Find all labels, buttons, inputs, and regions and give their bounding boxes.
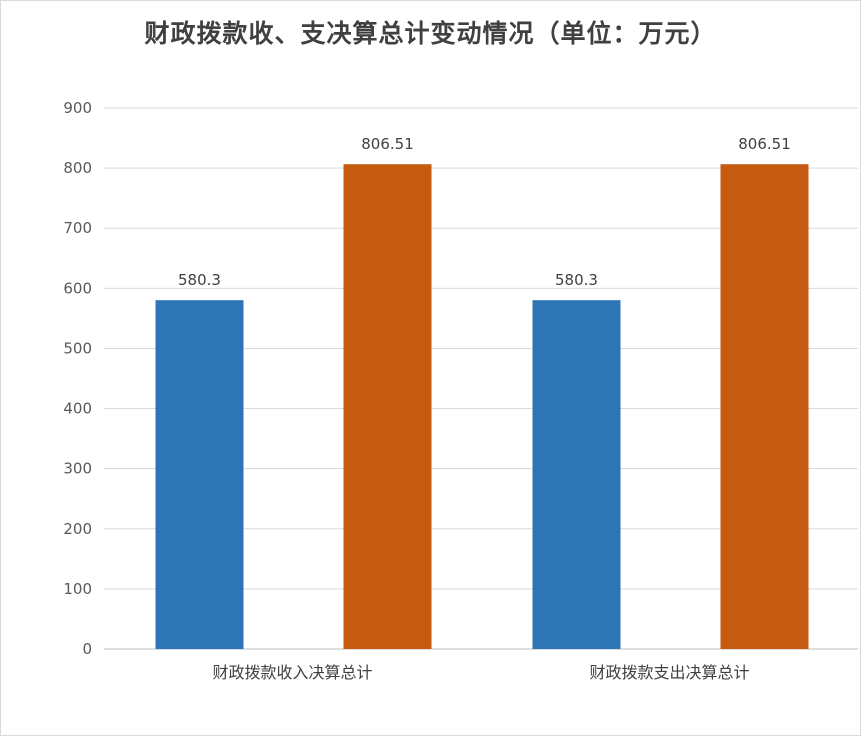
data-label: 806.51 — [738, 135, 791, 153]
y-tick-label: 700 — [63, 219, 92, 237]
y-tick-label: 0 — [82, 640, 92, 658]
category-labels: 财政拨款收入决算总计 财政拨款支出决算总计 — [212, 663, 749, 682]
y-tick-label: 100 — [63, 580, 92, 598]
bar — [720, 164, 809, 649]
x-category-label: 财政拨款支出决算总计 — [589, 663, 749, 682]
bars — [155, 164, 809, 649]
x-category-label: 财政拨款收入决算总计 — [212, 663, 372, 682]
bar — [155, 300, 244, 649]
y-tick-label: 300 — [63, 460, 92, 478]
bar — [532, 300, 621, 649]
data-labels: 580.3 806.51 580.3 806.51 — [178, 135, 791, 289]
y-tick-label: 600 — [63, 279, 92, 297]
data-label: 580.3 — [555, 271, 598, 289]
y-axis-ticks: 0 100 200 300 400 500 600 700 800 900 — [63, 99, 92, 658]
y-tick-label: 200 — [63, 520, 92, 538]
y-tick-label: 900 — [63, 99, 92, 117]
data-label: 806.51 — [361, 135, 414, 153]
y-tick-label: 800 — [63, 159, 92, 177]
data-label: 580.3 — [178, 271, 221, 289]
y-tick-label: 400 — [63, 400, 92, 418]
bar — [343, 164, 432, 649]
chart-title: 财政拨款收、支决算总计变动情况（单位：万元） — [144, 19, 717, 48]
y-tick-label: 500 — [63, 339, 92, 357]
